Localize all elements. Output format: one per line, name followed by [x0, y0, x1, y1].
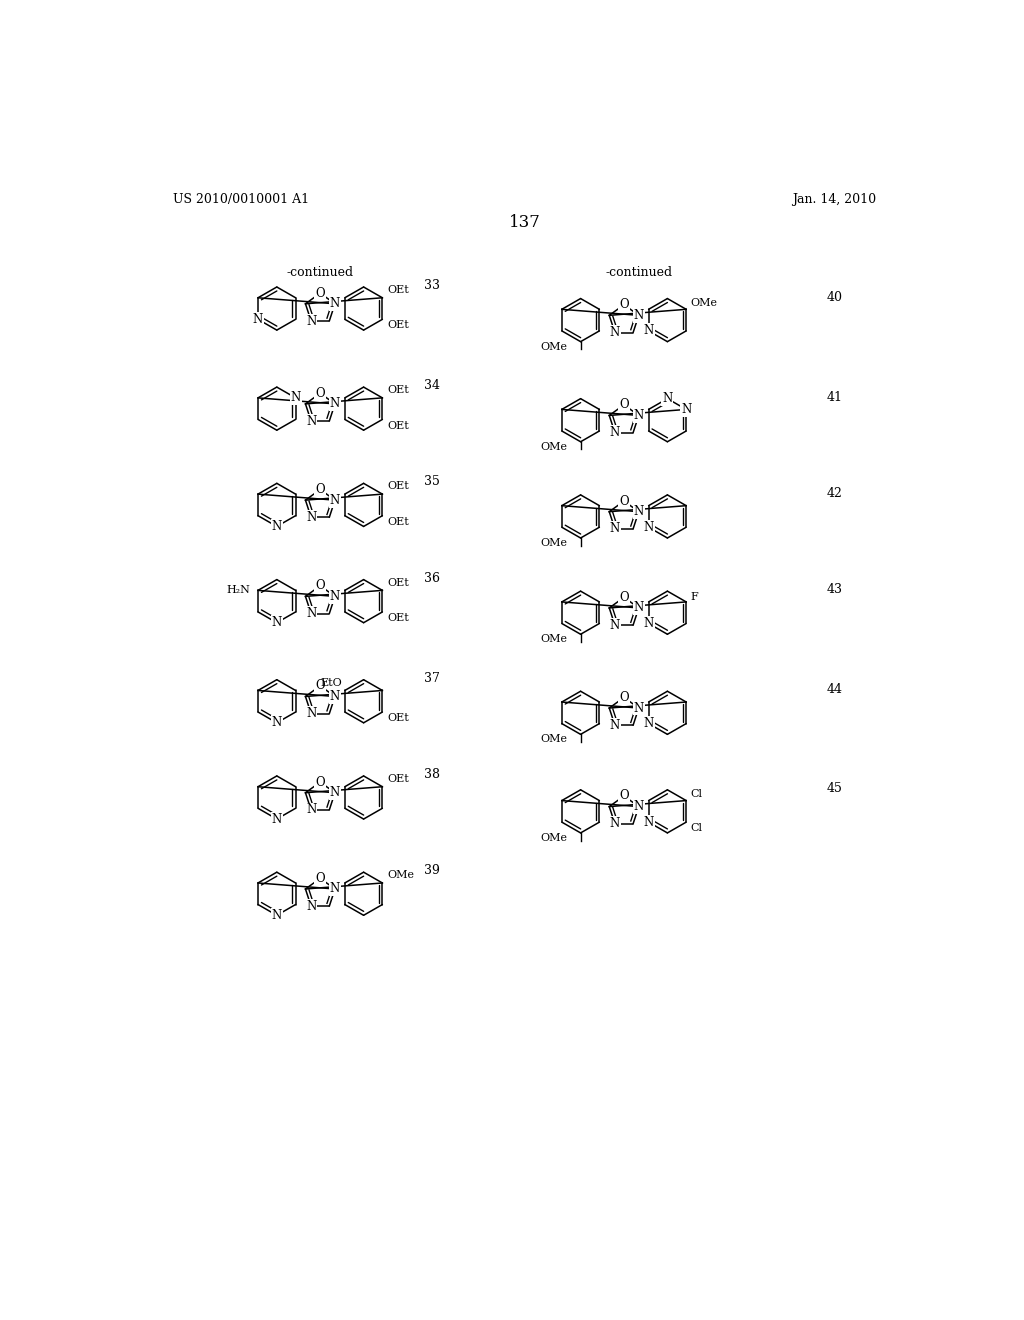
Text: N: N [609, 719, 620, 731]
Text: OMe: OMe [541, 833, 567, 843]
Text: OEt: OEt [387, 774, 409, 784]
Text: N: N [330, 297, 340, 310]
Text: 40: 40 [826, 290, 843, 304]
Text: 137: 137 [509, 214, 541, 231]
Text: N: N [271, 908, 282, 921]
Text: F: F [691, 593, 698, 602]
Text: N: N [330, 397, 340, 411]
Text: N: N [306, 314, 316, 327]
Text: N: N [306, 414, 316, 428]
Text: 41: 41 [826, 391, 843, 404]
Text: N: N [643, 717, 653, 730]
Text: N: N [271, 616, 282, 630]
Text: OMe: OMe [541, 635, 567, 644]
Text: N: N [253, 313, 263, 326]
Text: -continued: -continued [606, 265, 673, 279]
Text: Jan. 14, 2010: Jan. 14, 2010 [793, 193, 877, 206]
Text: O: O [315, 483, 325, 496]
Text: 43: 43 [826, 583, 843, 597]
Text: OMe: OMe [387, 870, 414, 880]
Text: N: N [643, 325, 653, 338]
Text: N: N [634, 701, 644, 714]
Text: N: N [330, 690, 340, 704]
Text: OEt: OEt [387, 713, 409, 723]
Text: N: N [634, 602, 644, 614]
Text: OMe: OMe [541, 342, 567, 351]
Text: N: N [291, 391, 301, 404]
Text: N: N [271, 520, 282, 533]
Text: 37: 37 [424, 672, 439, 685]
Text: O: O [620, 298, 629, 312]
Text: OMe: OMe [541, 734, 567, 744]
Text: N: N [306, 900, 316, 912]
Text: N: N [306, 511, 316, 524]
Text: N: N [609, 523, 620, 536]
Text: Cl: Cl [691, 789, 702, 800]
Text: 35: 35 [424, 475, 439, 488]
Text: N: N [663, 392, 673, 405]
Text: N: N [271, 813, 282, 825]
Text: OEt: OEt [387, 421, 409, 430]
Text: N: N [330, 494, 340, 507]
Text: OEt: OEt [387, 612, 409, 623]
Text: N: N [306, 804, 316, 817]
Text: N: N [609, 817, 620, 830]
Text: 45: 45 [826, 781, 843, 795]
Text: O: O [315, 387, 325, 400]
Text: 44: 44 [826, 684, 843, 696]
Text: O: O [315, 871, 325, 884]
Text: N: N [306, 708, 316, 721]
Text: N: N [609, 619, 620, 632]
Text: OMe: OMe [541, 539, 567, 548]
Text: N: N [634, 309, 644, 322]
Text: O: O [620, 399, 629, 412]
Text: N: N [609, 326, 620, 339]
Text: 36: 36 [424, 572, 439, 585]
Text: OMe: OMe [541, 442, 567, 451]
Text: N: N [330, 590, 340, 603]
Text: O: O [620, 495, 629, 508]
Text: OEt: OEt [387, 321, 409, 330]
Text: N: N [634, 409, 644, 422]
Text: O: O [315, 579, 325, 593]
Text: O: O [315, 680, 325, 693]
Text: 39: 39 [424, 865, 439, 878]
Text: N: N [306, 607, 316, 620]
Text: 42: 42 [826, 487, 843, 500]
Text: N: N [330, 883, 340, 895]
Text: OEt: OEt [387, 517, 409, 527]
Text: O: O [620, 789, 629, 803]
Text: N: N [643, 520, 653, 533]
Text: OEt: OEt [387, 285, 409, 296]
Text: 38: 38 [424, 768, 439, 781]
Text: O: O [620, 591, 629, 603]
Text: H₂N: H₂N [226, 585, 251, 595]
Text: N: N [643, 816, 653, 829]
Text: 34: 34 [424, 379, 439, 392]
Text: US 2010/0010001 A1: US 2010/0010001 A1 [173, 193, 309, 206]
Text: OEt: OEt [387, 385, 409, 395]
Text: O: O [315, 286, 325, 300]
Text: N: N [609, 426, 620, 440]
Text: N: N [643, 616, 653, 630]
Text: N: N [271, 717, 282, 730]
Text: OEt: OEt [387, 482, 409, 491]
Text: OMe: OMe [691, 298, 718, 308]
Text: N: N [681, 403, 691, 416]
Text: O: O [315, 776, 325, 788]
Text: -continued: -continued [287, 265, 353, 279]
Text: N: N [634, 506, 644, 519]
Text: N: N [330, 787, 340, 799]
Text: Cl: Cl [691, 824, 702, 833]
Text: EtO: EtO [321, 677, 342, 688]
Text: O: O [620, 690, 629, 704]
Text: OEt: OEt [387, 578, 409, 587]
Text: N: N [634, 800, 644, 813]
Text: 33: 33 [424, 279, 439, 292]
